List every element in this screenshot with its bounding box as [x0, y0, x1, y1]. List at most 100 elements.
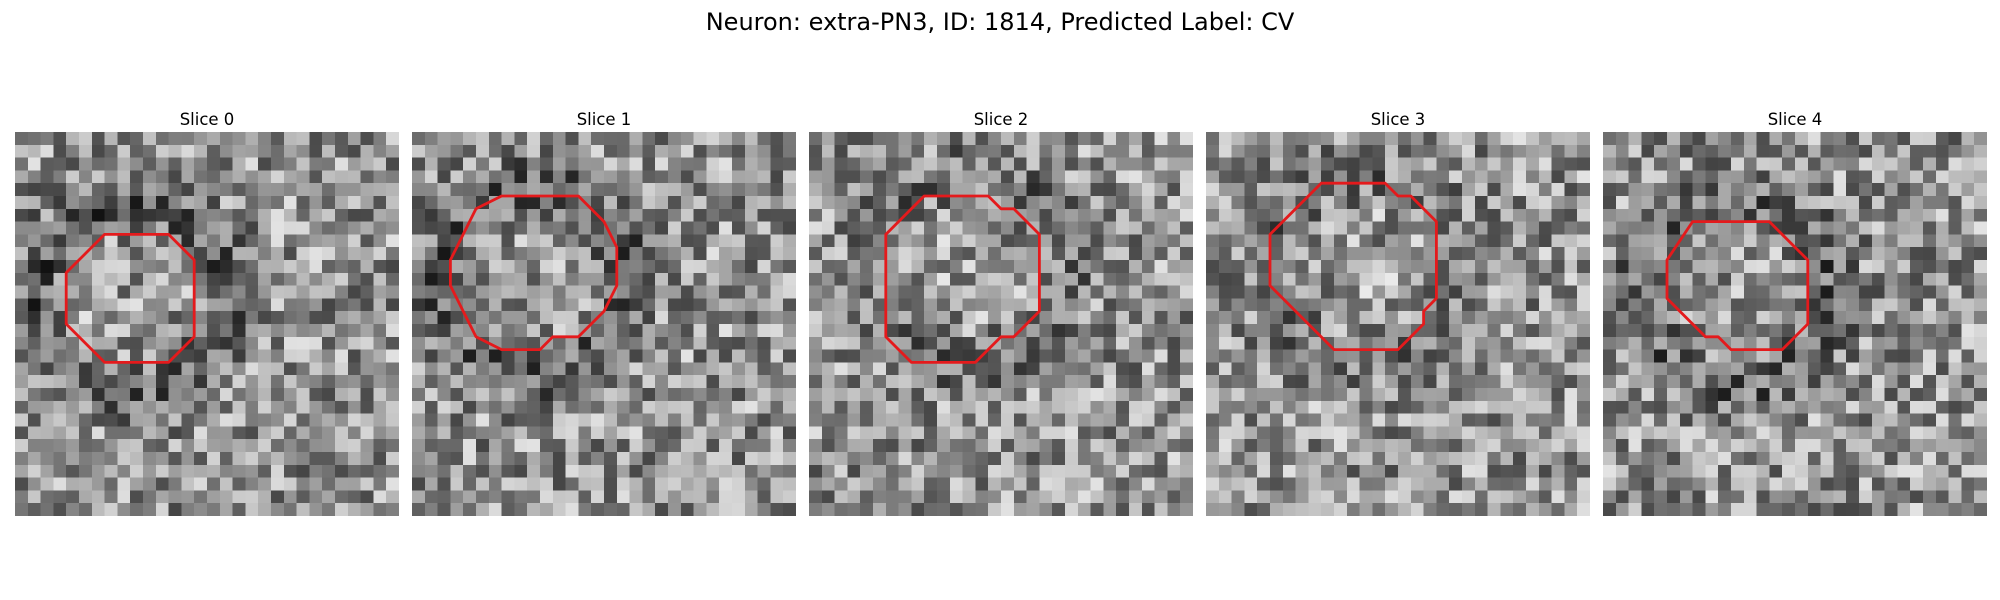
pixel: [1462, 324, 1476, 338]
pixel: [1116, 413, 1130, 427]
pixel: [1077, 349, 1091, 363]
pixel: [924, 298, 938, 312]
pixel: [642, 388, 656, 402]
pixel: [322, 464, 336, 478]
pixel: [1897, 285, 1911, 299]
pixel: [1065, 464, 1079, 478]
pixel: [873, 503, 887, 516]
pixel: [616, 298, 630, 312]
pixel: [1295, 464, 1309, 478]
pixel: [629, 349, 643, 363]
pixel: [1410, 503, 1424, 516]
pixel: [1385, 157, 1399, 171]
pixel: [1718, 260, 1732, 274]
pixel: [757, 400, 771, 414]
pixel: [783, 400, 796, 414]
pixel: [1218, 503, 1232, 516]
pixel: [1897, 298, 1911, 312]
pixel: [1154, 208, 1168, 222]
pixel: [1474, 196, 1488, 210]
pixel: [476, 464, 490, 478]
pixel: [373, 221, 387, 235]
pixel: [1206, 388, 1220, 402]
pixel: [155, 311, 169, 325]
pixel: [911, 464, 925, 478]
pixel: [552, 221, 566, 235]
pixel: [271, 477, 285, 491]
pixel: [1705, 260, 1719, 274]
pixel: [578, 132, 592, 146]
pixel: [783, 196, 796, 210]
pixel: [283, 388, 297, 402]
pixel: [578, 234, 592, 248]
pixel: [1923, 132, 1937, 146]
pixel: [873, 260, 887, 274]
pixel: [1795, 336, 1809, 350]
pixel: [1577, 426, 1590, 440]
pixel: [450, 490, 464, 504]
pixel: [1346, 400, 1360, 414]
pixel: [1859, 196, 1873, 210]
pixel: [1948, 477, 1962, 491]
pixel: [181, 388, 195, 402]
pixel: [1077, 234, 1091, 248]
pixel: [1654, 234, 1668, 248]
pixel: [770, 247, 784, 261]
pixel: [783, 464, 796, 478]
pixel: [1103, 349, 1117, 363]
pixel: [501, 234, 515, 248]
pixel: [1346, 324, 1360, 338]
pixel: [66, 234, 80, 248]
pixel: [565, 170, 579, 184]
pixel: [1974, 336, 1987, 350]
pixel: [988, 452, 1002, 466]
pixel: [1910, 388, 1924, 402]
pixel: [770, 336, 784, 350]
pixel: [476, 324, 490, 338]
pixel: [1052, 183, 1066, 197]
pixel: [1231, 324, 1245, 338]
pixel: [1474, 452, 1488, 466]
pixel: [1667, 439, 1681, 453]
pixel: [258, 247, 272, 261]
pixel: [1615, 285, 1629, 299]
pixel: [1026, 183, 1040, 197]
pixel: [924, 144, 938, 158]
pixel: [834, 272, 848, 286]
pixel: [1308, 298, 1322, 312]
pixel: [1359, 311, 1373, 325]
pixel: [1231, 311, 1245, 325]
pixel: [629, 452, 643, 466]
pixel: [1231, 413, 1245, 427]
pixel: [719, 196, 733, 210]
pixel: [1974, 362, 1987, 376]
pixel: [1923, 260, 1937, 274]
pixel: [1641, 388, 1655, 402]
pixel: [1807, 477, 1821, 491]
pixel: [194, 477, 208, 491]
pixel: [527, 157, 541, 171]
pixel: [1474, 400, 1488, 414]
pixel: [937, 221, 951, 235]
pixel: [1141, 362, 1155, 376]
pixel: [1743, 183, 1757, 197]
pixel: [450, 272, 464, 286]
pixel: [744, 336, 758, 350]
pixel: [1833, 324, 1847, 338]
pixel: [412, 311, 426, 325]
pixel: [783, 132, 796, 146]
pixel: [1615, 477, 1629, 491]
pixel: [1833, 221, 1847, 235]
pixel: [1321, 132, 1335, 146]
pixel: [1103, 196, 1117, 210]
pixel: [1743, 413, 1757, 427]
pixel: [1449, 336, 1463, 350]
pixel: [821, 477, 835, 491]
pixel: [668, 311, 682, 325]
pixel: [911, 362, 925, 376]
pixel: [642, 400, 656, 414]
pixel: [565, 260, 579, 274]
pixel: [1026, 132, 1040, 146]
pixel: [130, 336, 144, 350]
pixel: [1577, 349, 1590, 363]
